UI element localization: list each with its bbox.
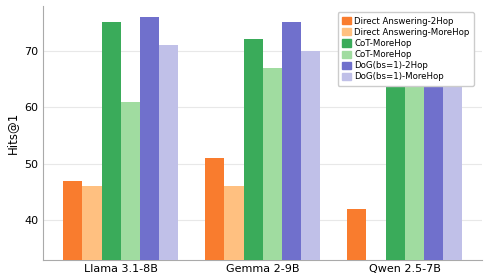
Y-axis label: Hits@1: Hits@1 xyxy=(5,111,19,154)
Bar xyxy=(347,209,366,280)
Bar xyxy=(63,181,82,280)
Bar xyxy=(424,22,443,280)
Bar xyxy=(386,39,405,280)
Bar xyxy=(443,28,463,280)
Bar xyxy=(366,265,386,280)
Bar xyxy=(205,158,224,280)
Bar xyxy=(159,45,179,280)
Bar xyxy=(282,22,301,280)
Bar xyxy=(405,68,424,280)
Bar xyxy=(82,186,102,280)
Bar xyxy=(244,39,263,280)
Legend: Direct Answering-2Hop, Direct Answering-MoreHop, CoT-MoreHop, CoT-MoreHop, DoG(b: Direct Answering-2Hop, Direct Answering-… xyxy=(338,12,474,86)
Bar xyxy=(121,102,140,280)
Bar xyxy=(140,17,159,280)
Bar xyxy=(102,22,121,280)
Bar xyxy=(301,51,321,280)
Bar xyxy=(263,68,282,280)
Bar xyxy=(224,186,244,280)
